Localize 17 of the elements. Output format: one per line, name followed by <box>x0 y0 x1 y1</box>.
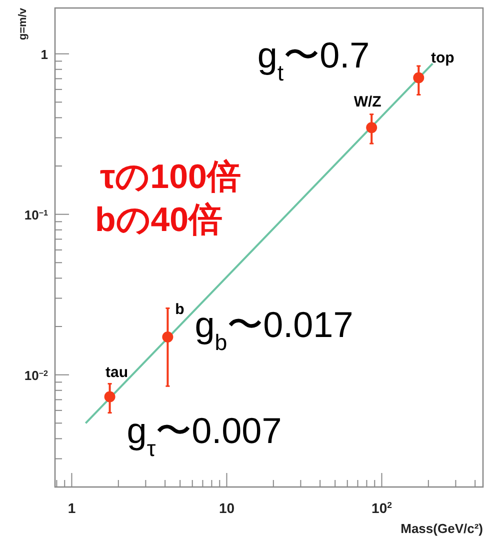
annotation: g$_{τ}$〜0.007 <box>126 410 282 460</box>
annotation: g$_{b}$〜0.017 <box>194 304 354 355</box>
x-tick-label: 10$^{2}$ <box>372 500 392 516</box>
annotation: tau <box>106 364 128 381</box>
x-tick-label: 1 <box>68 500 76 516</box>
x-tick-label: 10 <box>218 500 235 516</box>
annotation: bの40倍 <box>95 201 223 239</box>
x-axis-title: Mass(GeV/c²) <box>400 521 483 536</box>
y-tick-label: 10$^{−2}$ <box>24 368 49 383</box>
annotation: W/Z <box>354 94 382 111</box>
y-axis-title: g=m/v <box>17 7 29 40</box>
annotation: τの100倍 <box>100 158 241 196</box>
annotation: top <box>430 50 454 67</box>
annotation: g$_{t}$〜0.7 <box>257 34 370 86</box>
y-tick-label: 1 <box>40 46 48 62</box>
annotation: b <box>175 301 184 318</box>
y-tick-label: 10$^{−1}$ <box>24 207 49 222</box>
